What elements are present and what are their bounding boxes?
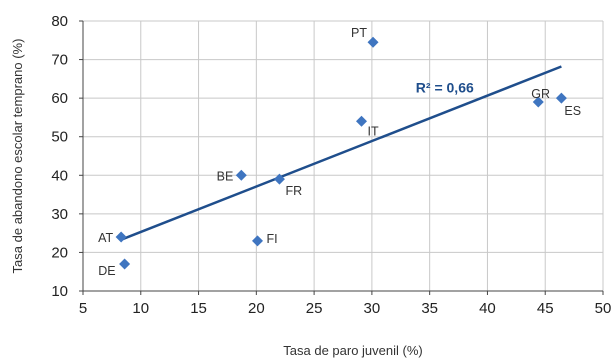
y-tick-label: 10 [51,283,68,300]
point-label: ES [564,104,581,118]
r-squared-annotation: R² = 0,66 [416,79,474,95]
data-point [235,169,247,181]
y-tick-label: 30 [51,206,68,223]
data-point [532,96,544,108]
y-tick-label: 50 [51,129,68,146]
x-tick-label: 5 [79,300,87,317]
y-axis-title: Tasa de abandono escolar temprano (%) [10,39,25,274]
point-label: GR [531,87,550,101]
gridlines [83,20,604,291]
x-tick-label: 15 [190,300,207,317]
y-tick-label: 20 [51,244,68,261]
data-point [251,235,263,247]
trendline [120,65,562,241]
x-tick-label: 45 [537,300,554,317]
x-tick-label: 35 [421,300,438,317]
point-label: DE [98,264,115,278]
y-tick-label: 70 [51,52,68,69]
data-point [367,36,379,48]
data-point [555,92,567,104]
data-point [273,173,285,185]
y-tick-label: 40 [51,167,68,184]
data-points [115,36,567,270]
data-point [119,258,131,270]
x-axis-title: Tasa de paro juvenil (%) [283,343,422,358]
trendline-group [120,65,562,241]
data-point [115,231,127,243]
point-label: IT [367,124,378,138]
x-tick-label: 30 [364,300,381,317]
x-tick-label: 10 [132,300,149,317]
x-tick-label: 40 [479,300,496,317]
point-label: FI [266,232,277,246]
x-tick-label: 25 [306,300,323,317]
point-label: BE [217,169,234,183]
point-label: FR [285,184,302,198]
point-label: PT [351,26,367,40]
point-label: AT [98,231,113,245]
axes: 5 10 15 20 25 30 35 40 45 50 10 20 30 40 50 60 70 80 [51,13,611,317]
y-tick-label: 60 [51,90,68,107]
point-labels: AT DE BE FR FI IT PT GR ES [98,26,581,278]
y-tick-label: 80 [51,13,68,30]
data-point [355,115,367,127]
x-tick-label: 20 [248,300,265,317]
x-tick-label: 50 [595,300,612,317]
